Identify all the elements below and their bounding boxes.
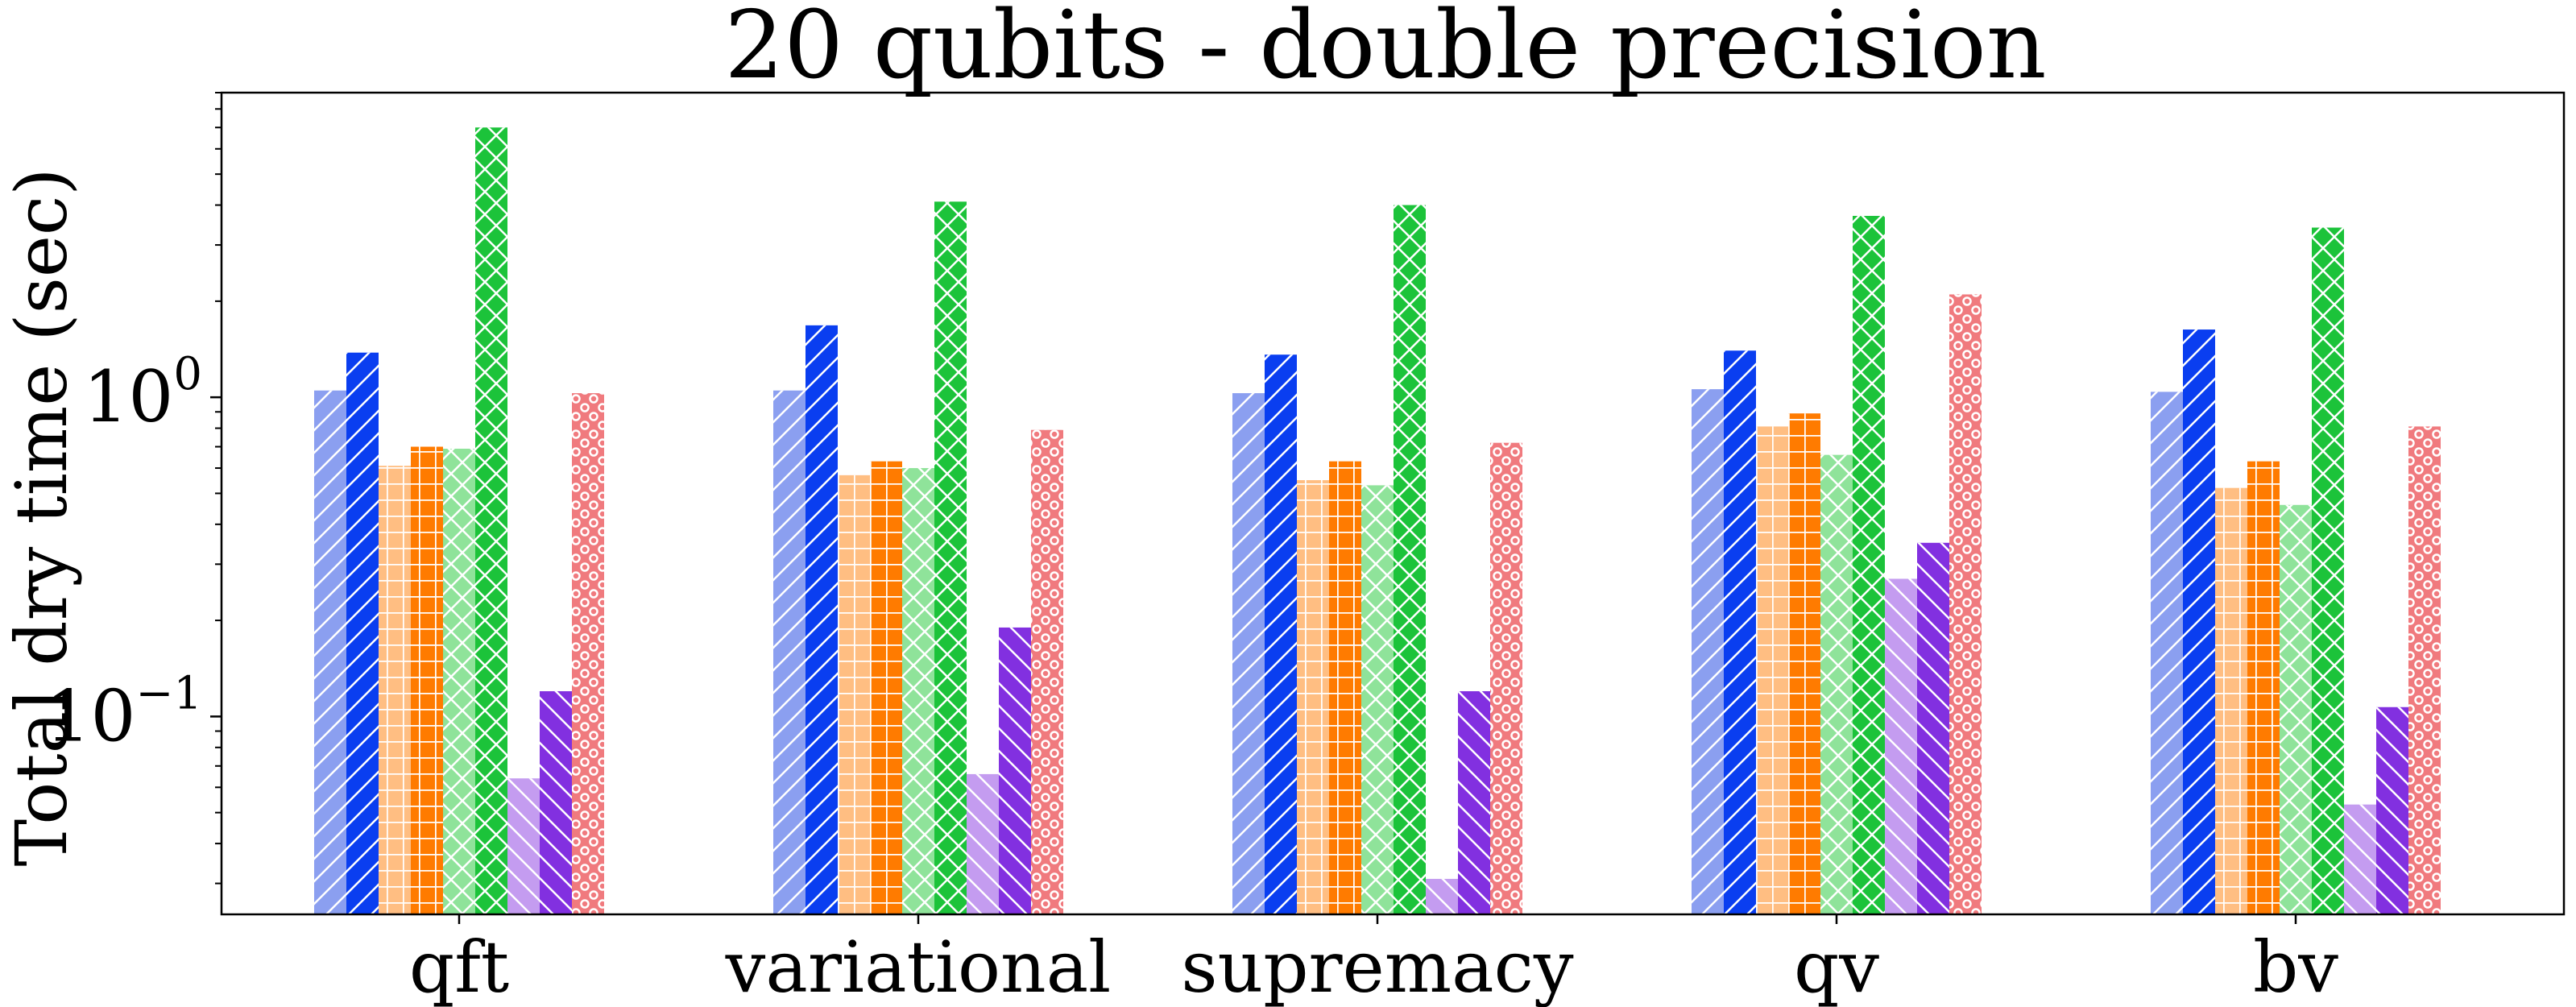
bar-bv-series-1 (2151, 392, 2183, 914)
x-tick-label-supremacy: supremacy (1181, 926, 1574, 1007)
bar-bv-series-6 (2312, 227, 2344, 914)
bar-qft-series-4 (411, 446, 443, 914)
bar-variational-series-3 (838, 474, 870, 914)
bar-bv-series-7 (2344, 804, 2376, 914)
bar-variational-series-9 (1031, 429, 1063, 914)
bar-bv-series-4 (2247, 461, 2280, 914)
bar-qft-series-6 (475, 127, 507, 915)
x-tick-label-bv: bv (2253, 926, 2338, 1007)
bar-qv-series-7 (1885, 578, 1917, 914)
x-tick-label-qft: qft (409, 926, 509, 1007)
bar-qv-series-9 (1949, 294, 1982, 914)
bar-variational-series-7 (967, 773, 999, 914)
bar-supremacy-series-4 (1329, 461, 1361, 914)
bar-supremacy-series-2 (1265, 354, 1297, 915)
bar-supremacy-series-9 (1490, 442, 1522, 914)
bar-qft-series-3 (379, 466, 411, 914)
y-axis: 10−1 100 (45, 92, 222, 885)
bar-qft-series-9 (572, 393, 604, 914)
bar-supremacy-series-6 (1394, 205, 1426, 915)
bar-variational-series-2 (806, 325, 838, 914)
x-axis: qft variational supremacy qv bv (409, 914, 2338, 1007)
bar-qv-series-3 (1756, 426, 1788, 914)
bar-qft-series-8 (540, 691, 572, 914)
y-axis-label: Total dry time (sec) (0, 168, 83, 866)
bar-variational-series-5 (902, 468, 934, 914)
bar-qft-series-2 (346, 352, 379, 914)
bar-qv-series-4 (1788, 413, 1820, 914)
x-tick-label-variational: variational (725, 926, 1112, 1007)
bar-bv-series-9 (2408, 426, 2441, 914)
plot-area-frame (220, 91, 2566, 916)
bar-supremacy-series-8 (1458, 691, 1490, 914)
bar-supremacy-series-1 (1232, 393, 1265, 914)
chart-title: 20 qubits - double precision (724, 0, 2046, 100)
bar-qft-series-1 (314, 390, 346, 914)
bar-qft-series-7 (507, 778, 540, 914)
bar-qv-series-5 (1820, 454, 1853, 914)
bar-supremacy-series-5 (1361, 485, 1394, 914)
bar-bv-series-3 (2215, 487, 2247, 914)
bar-bv-series-2 (2183, 329, 2215, 915)
bar-supremacy-series-7 (1426, 878, 1458, 914)
bar-supremacy-series-3 (1297, 480, 1329, 914)
bar-qft-series-5 (443, 448, 475, 914)
bar-qv-series-6 (1853, 215, 1885, 914)
bar-variational-series-1 (773, 390, 806, 914)
bar-bv-series-8 (2376, 707, 2408, 914)
bar-variational-series-8 (999, 627, 1031, 914)
x-tick-label-qv: qv (1794, 926, 1879, 1007)
bar-bv-series-5 (2280, 504, 2312, 914)
y-tick-label: 100 (83, 348, 202, 438)
bar-qv-series-1 (1692, 389, 1724, 915)
bar-variational-series-4 (870, 461, 902, 914)
bars-layer (314, 127, 2441, 915)
y-tick-label: 10−1 (45, 667, 202, 757)
bar-qv-series-2 (1724, 350, 1756, 914)
bar-qv-series-8 (1917, 542, 1949, 914)
bar-variational-series-6 (934, 201, 967, 914)
